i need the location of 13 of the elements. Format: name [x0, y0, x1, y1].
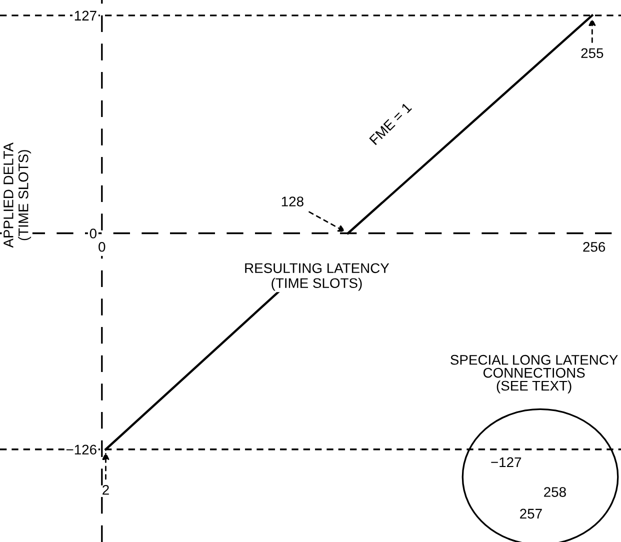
y-tick-label: −126	[66, 444, 96, 455]
y-tick-label: 0	[90, 228, 96, 238]
y-axis-title: APPLIED DELTA (TIME SLOTS)	[4, 142, 32, 248]
annotation: −127	[491, 457, 522, 467]
annotation: 257	[520, 508, 542, 519]
annotation: 2	[102, 484, 109, 495]
x-tick-label: 256	[583, 242, 606, 252]
annotation: 128	[282, 196, 304, 206]
y-tick-label: 127	[74, 10, 96, 20]
x-axis-title: RESULTING LATENCY (TIME SLOTS)	[245, 263, 390, 291]
annotation: SPECIAL LONG LATENCY CONNECTIONS (SEE TEXT)	[450, 354, 618, 394]
annotation: 258	[544, 487, 566, 497]
annotation: 255	[581, 48, 604, 58]
